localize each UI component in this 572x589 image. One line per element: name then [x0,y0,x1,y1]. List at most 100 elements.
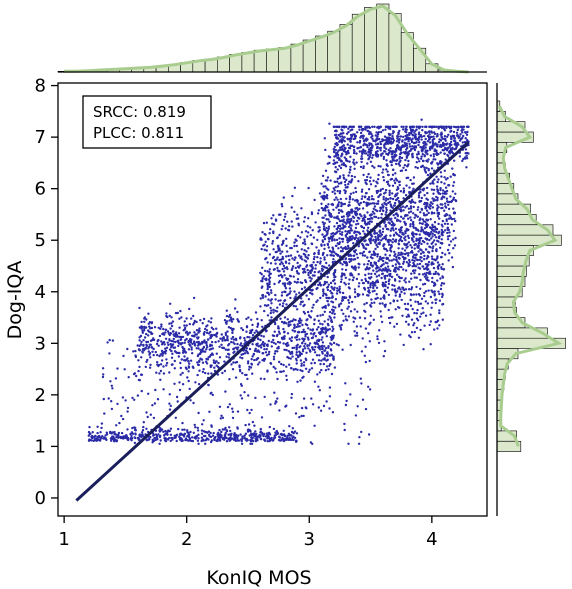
scatter-point [383,243,386,246]
scatter-point [410,140,414,144]
scatter-point [444,146,447,150]
scatter-point [409,207,413,210]
right-marginal-density-curve [498,105,563,447]
scatter-point [434,142,437,145]
scatter-point [467,152,470,155]
scatter-point [431,206,435,209]
scatter-point [347,127,350,130]
scatter-point [415,156,419,159]
scatter-point [346,143,349,146]
scatter-point [250,442,254,445]
scatter-point [313,252,316,256]
scatter-point [338,190,342,193]
scatter-point [307,370,310,374]
scatter-point [390,275,394,279]
scatter-point [180,358,183,361]
scatter-point [327,218,330,221]
scatter-point [428,323,431,327]
scatter-point [256,363,260,366]
scatter-point [201,370,205,374]
scatter-point [393,195,397,198]
scatter-point [264,233,267,236]
scatter-point [255,329,258,332]
scatter-point [378,257,381,261]
scatter-point [334,306,337,309]
scatter-point [314,335,318,338]
scatter-point [209,431,212,435]
scatter-point [436,266,439,269]
scatter-point [320,195,323,198]
scatter-point [184,351,187,354]
scatter-point [333,150,336,154]
scatter-point [198,369,201,372]
scatter-point [397,135,400,138]
scatter-point [388,200,392,204]
scatter-point [278,263,282,266]
scatter-point [141,331,144,334]
scatter-point [403,222,407,225]
scatter-point [368,388,372,391]
scatter-point [440,175,443,178]
scatter-point [371,290,374,293]
scatter-point [245,347,249,350]
scatter-point [426,202,429,205]
scatter-point [394,291,397,294]
scatter-point [429,246,432,249]
scatter-point [254,437,257,440]
scatter-point [429,218,432,221]
scatter-point [313,348,316,351]
scatter-point [438,217,441,220]
scatter-point [402,166,405,169]
scatter-point [282,327,285,331]
scatter-point [443,190,447,193]
scatter-point [321,327,324,330]
scatter-point [276,266,279,270]
scatter-point [420,236,423,240]
scatter-point [409,223,412,226]
scatter-point [369,183,373,186]
scatter-point [411,307,414,311]
scatter-point [348,218,351,221]
scatter-point [127,376,130,379]
scatter-point [418,273,421,276]
scatter-point [91,431,94,434]
scatter-point [373,232,376,235]
scatter-point [352,220,355,223]
scatter-point [391,241,394,244]
scatter-point [357,180,360,183]
scatter-point [246,377,249,381]
scatter-point [441,263,444,266]
scatter-point [243,339,247,342]
scatter-point [384,125,388,128]
scatter-point [427,167,430,171]
scatter-point [365,139,368,142]
scatter-point [443,182,446,185]
scatter-point [337,133,340,137]
scatter-point [417,196,421,199]
scatter-point [169,327,172,330]
scatter-point [205,340,208,344]
scatter-point [320,182,323,185]
scatter-point [251,334,255,337]
scatter-point [422,134,426,138]
scatter-point [231,368,235,371]
scatter-point [433,178,436,181]
scatter-point [398,253,402,256]
scatter-point [384,280,388,284]
scatter-point [248,336,251,339]
scatter-point [301,369,304,373]
scatter-point [405,125,408,128]
scatter-point [333,162,336,165]
scatter-point [325,218,328,221]
scatter-point [366,145,369,149]
scatter-point [383,221,386,224]
scatter-point [448,149,452,153]
scatter-point [333,276,336,279]
scatter-point [308,368,311,371]
scatter-point [138,365,141,369]
scatter-point [362,165,365,168]
scatter-point [268,281,271,284]
scatter-point [229,316,233,319]
scatter-point [181,433,185,437]
scatter-point [111,435,114,438]
